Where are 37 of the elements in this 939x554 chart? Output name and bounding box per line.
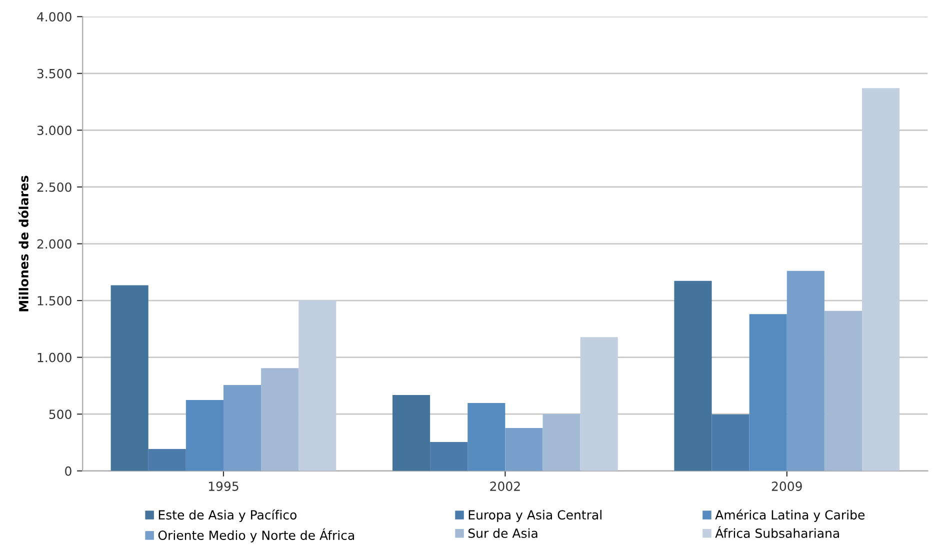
y-tick-label: 3.000 [37,126,72,136]
bar [261,368,299,471]
x-tick-label: 1995 [208,482,238,491]
bar [110,285,148,471]
y-tick-label: 1.000 [38,352,72,362]
bar [712,414,750,471]
bar [505,428,543,471]
y-tick-label: 3.500 [37,68,72,78]
bar [148,448,186,471]
bar [298,300,336,471]
bar [223,385,262,471]
y-tick-label: 2.500 [37,182,72,192]
bar [430,442,468,471]
y-tick-label: 2.000 [37,239,72,249]
legend-label: África Subsahariana [715,526,839,538]
bar [580,337,618,471]
bar [862,88,900,471]
bar [824,310,862,471]
bar [786,270,824,471]
y-axis-title: Millones de dólares [18,176,28,312]
legend-label: Europa y Asia Central [468,510,602,522]
legend-label: Sur de Asia [468,528,538,538]
y-tick-label: 0 [65,466,72,476]
bar [392,395,430,471]
bar [468,402,506,471]
bar [674,280,712,471]
bar [749,314,787,471]
bar [542,414,580,471]
legend-label: Este de Asia y Pacífico [158,509,296,522]
y-tick-label: 1.500 [38,296,72,306]
y-tick-label: 500 [49,410,72,420]
x-tick-label: 2009 [772,482,802,491]
y-tick-label: 4.000 [37,12,72,22]
legend-label: Oriente Medio y Norte de África [158,528,354,542]
legend-label: América Latina y Caribe [715,509,865,522]
x-tick-label: 2002 [490,482,520,491]
bar [186,400,224,471]
